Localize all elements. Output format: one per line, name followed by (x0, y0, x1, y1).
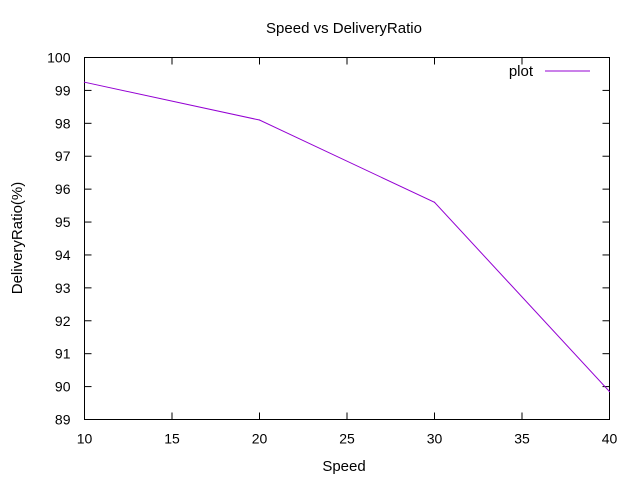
x-tick-label: 40 (602, 431, 618, 447)
y-tick-label: 100 (47, 50, 71, 66)
x-tick-label: 20 (252, 431, 268, 447)
plot-frame (84, 57, 610, 420)
x-tick-label: 30 (427, 431, 443, 447)
y-tick-label: 96 (55, 181, 71, 197)
chart-title: Speed vs DeliveryRatio (266, 20, 422, 37)
x-tick-label: 35 (514, 431, 530, 447)
legend: plot (509, 63, 590, 80)
data-point (608, 390, 611, 393)
y-tick-label: 95 (55, 214, 71, 230)
y-tick-label: 97 (55, 148, 71, 164)
data-point (433, 201, 436, 203)
y-tick-label: 89 (55, 412, 71, 428)
y-axis-ticks: 89 90 91 92 93 94 95 96 97 98 99 100 (47, 50, 610, 428)
y-tick-label: 90 (55, 379, 71, 395)
series-layer (83, 81, 611, 393)
y-tick-label: 99 (55, 82, 71, 98)
y-axis-title: DeliveryRatio(%) (9, 182, 26, 295)
x-tick-label: 25 (339, 431, 355, 447)
data-point (258, 119, 261, 121)
x-axis-ticks: 10 15 20 25 30 35 40 (77, 57, 618, 447)
y-tick-label: 91 (55, 346, 71, 362)
series-line (84, 81, 610, 392)
x-tick-label: 10 (77, 431, 93, 447)
y-tick-label: 94 (55, 247, 71, 263)
y-tick-label: 92 (55, 313, 71, 329)
y-tick-label: 93 (55, 280, 71, 296)
x-tick-label: 15 (164, 431, 180, 447)
y-tick-label: 98 (55, 115, 71, 131)
x-axis-title: Speed (322, 458, 365, 475)
data-point (83, 81, 86, 83)
legend-label: plot (509, 63, 534, 80)
